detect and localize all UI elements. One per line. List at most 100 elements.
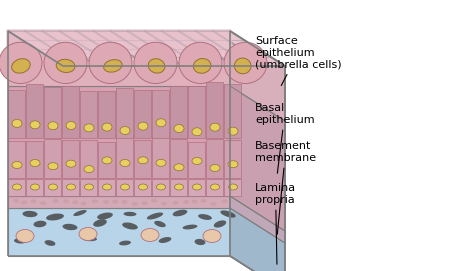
Bar <box>117 179 134 195</box>
Bar <box>99 179 116 195</box>
Ellipse shape <box>138 184 147 190</box>
Ellipse shape <box>147 212 163 220</box>
Ellipse shape <box>12 120 22 127</box>
Ellipse shape <box>192 184 201 190</box>
Ellipse shape <box>0 42 42 83</box>
Ellipse shape <box>102 184 111 190</box>
Ellipse shape <box>120 160 130 166</box>
Polygon shape <box>230 196 285 243</box>
Bar <box>81 91 98 137</box>
Text: Basal
epithelium: Basal epithelium <box>255 103 315 173</box>
Ellipse shape <box>14 238 26 244</box>
Ellipse shape <box>102 157 112 164</box>
Ellipse shape <box>121 200 127 204</box>
Ellipse shape <box>174 125 184 133</box>
Ellipse shape <box>84 124 94 132</box>
Ellipse shape <box>12 59 30 73</box>
Polygon shape <box>8 31 285 66</box>
Text: Lamina
propria: Lamina propria <box>255 183 296 264</box>
Ellipse shape <box>97 212 113 220</box>
Ellipse shape <box>30 199 36 203</box>
Bar <box>81 179 98 195</box>
Bar <box>99 141 116 178</box>
Bar <box>189 179 206 195</box>
Ellipse shape <box>192 128 202 136</box>
Ellipse shape <box>220 210 236 218</box>
Ellipse shape <box>228 127 238 135</box>
Ellipse shape <box>210 164 220 172</box>
Bar <box>135 91 152 137</box>
Ellipse shape <box>156 159 166 166</box>
Ellipse shape <box>224 42 267 83</box>
Bar <box>27 141 44 178</box>
Ellipse shape <box>141 228 159 241</box>
FancyBboxPatch shape <box>6 29 232 55</box>
Ellipse shape <box>92 199 98 203</box>
Ellipse shape <box>192 157 202 164</box>
Bar <box>9 141 26 178</box>
Text: Surface
epithelium
(umbrella cells): Surface epithelium (umbrella cells) <box>255 36 342 86</box>
Ellipse shape <box>214 220 226 228</box>
Ellipse shape <box>21 201 27 204</box>
Ellipse shape <box>83 237 97 241</box>
Ellipse shape <box>84 184 93 190</box>
Ellipse shape <box>63 224 77 230</box>
Bar <box>63 140 80 178</box>
Ellipse shape <box>103 200 109 204</box>
Bar <box>45 139 62 178</box>
Bar <box>9 90 26 137</box>
Ellipse shape <box>138 122 148 130</box>
Ellipse shape <box>134 42 177 83</box>
Polygon shape <box>8 208 230 256</box>
Ellipse shape <box>104 60 122 72</box>
Ellipse shape <box>173 201 179 205</box>
Ellipse shape <box>228 184 237 190</box>
Ellipse shape <box>120 127 130 135</box>
Bar <box>27 84 44 137</box>
Ellipse shape <box>44 42 87 83</box>
Ellipse shape <box>102 123 112 131</box>
Bar <box>135 140 152 178</box>
Bar <box>81 140 98 178</box>
Ellipse shape <box>124 212 137 216</box>
Ellipse shape <box>201 199 207 203</box>
Bar <box>63 86 80 137</box>
Ellipse shape <box>112 199 118 204</box>
Polygon shape <box>8 31 230 86</box>
Ellipse shape <box>193 59 211 73</box>
Ellipse shape <box>48 184 57 190</box>
Ellipse shape <box>159 237 172 243</box>
Bar <box>45 179 62 195</box>
Ellipse shape <box>56 59 75 72</box>
Ellipse shape <box>198 214 212 220</box>
Bar <box>189 142 206 178</box>
Ellipse shape <box>151 199 157 203</box>
Ellipse shape <box>45 240 55 246</box>
Ellipse shape <box>156 119 166 127</box>
Ellipse shape <box>183 200 189 204</box>
Ellipse shape <box>66 121 76 130</box>
Polygon shape <box>8 196 230 208</box>
Ellipse shape <box>84 166 94 173</box>
Ellipse shape <box>93 219 107 227</box>
Ellipse shape <box>30 160 40 167</box>
Ellipse shape <box>81 201 86 205</box>
Ellipse shape <box>16 230 34 243</box>
Ellipse shape <box>12 162 22 169</box>
Ellipse shape <box>48 163 58 170</box>
Bar <box>9 179 26 195</box>
Ellipse shape <box>66 184 75 190</box>
Bar <box>171 179 188 195</box>
Ellipse shape <box>132 202 138 206</box>
Ellipse shape <box>63 199 69 203</box>
Ellipse shape <box>89 42 132 83</box>
Ellipse shape <box>34 221 46 227</box>
Ellipse shape <box>148 59 165 73</box>
Ellipse shape <box>210 202 216 206</box>
Ellipse shape <box>210 123 220 131</box>
Bar <box>117 88 134 137</box>
Bar <box>207 82 224 137</box>
Ellipse shape <box>191 199 198 203</box>
Ellipse shape <box>235 58 251 74</box>
Ellipse shape <box>179 42 222 83</box>
